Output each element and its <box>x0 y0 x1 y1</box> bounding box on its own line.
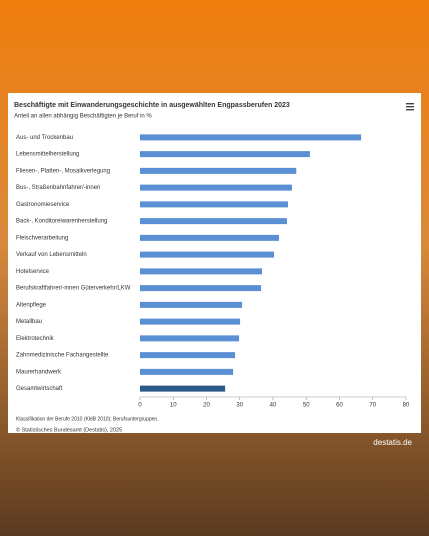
y-tick-label: Berufskraftfahrer/-innen Güterverkehr/LK… <box>16 286 131 292</box>
y-tick-label: Bus-, Straßenbahnfahrer/-innen <box>16 185 100 191</box>
y-tick-label: Hotelservice <box>16 269 50 275</box>
x-tick-label: 70 <box>369 403 376 409</box>
chart-title: Beschäftigte mit Einwanderungsgeschichte… <box>14 102 290 109</box>
x-tick-label: 30 <box>236 403 243 409</box>
y-tick-label: Maurerhandwerk <box>16 369 62 375</box>
bar <box>140 134 362 141</box>
bar <box>140 368 234 375</box>
y-tick-label: Lebensmittelherstellung <box>16 152 79 158</box>
card <box>8 93 421 433</box>
bar <box>140 167 297 174</box>
x-tick-label: 50 <box>303 403 310 409</box>
y-tick-label: Fliesen-, Platten-, Mosaikverlegung <box>16 168 110 174</box>
menu-button[interactable] <box>406 103 414 111</box>
y-tick-label: Gesamtwirtschaft <box>16 386 63 392</box>
y-tick-label: Zahnmedizinische Fachangestellte <box>16 353 109 359</box>
bar <box>140 352 236 359</box>
bar <box>140 234 279 241</box>
x-tick-label: 80 <box>403 403 410 409</box>
x-tick-label: 40 <box>270 403 277 409</box>
x-tick-label: 0 <box>138 403 142 409</box>
y-tick-label: Fleischverarbeitung <box>16 235 68 241</box>
watermark: destatis.de <box>373 438 412 447</box>
x-tick-label: 60 <box>336 403 343 409</box>
chart-subtitle: Anteil an allen abhängig Beschäftigten j… <box>14 114 152 120</box>
bar <box>140 218 287 225</box>
source: © Statistisches Bundesamt (Destatis), 20… <box>16 426 122 433</box>
bar <box>140 251 274 258</box>
bar <box>140 385 226 392</box>
bar <box>140 301 243 308</box>
bar <box>140 335 240 342</box>
footnote: Klassifikation der Berufe 2010 (KldB 201… <box>16 416 159 422</box>
y-tick-label: Elektrotechnik <box>16 336 55 342</box>
y-tick-label: Verkauf von Lebensmitteln <box>16 252 87 258</box>
y-tick-label: Aus- und Trockenbau <box>16 135 73 141</box>
y-tick-label: Back-, Konditoreiwarenherstellung <box>16 219 107 225</box>
y-tick-label: Metallbau <box>16 319 42 325</box>
y-tick-label: Altenpflege <box>16 302 47 308</box>
bar <box>140 285 262 292</box>
bar <box>140 151 310 158</box>
bar <box>140 318 241 325</box>
bar <box>140 201 288 208</box>
x-tick-label: 10 <box>170 403 177 409</box>
bar <box>140 184 292 191</box>
x-tick-label: 20 <box>203 403 210 409</box>
y-tick-label: Gastronomieservice <box>16 202 70 208</box>
bar <box>140 268 263 275</box>
